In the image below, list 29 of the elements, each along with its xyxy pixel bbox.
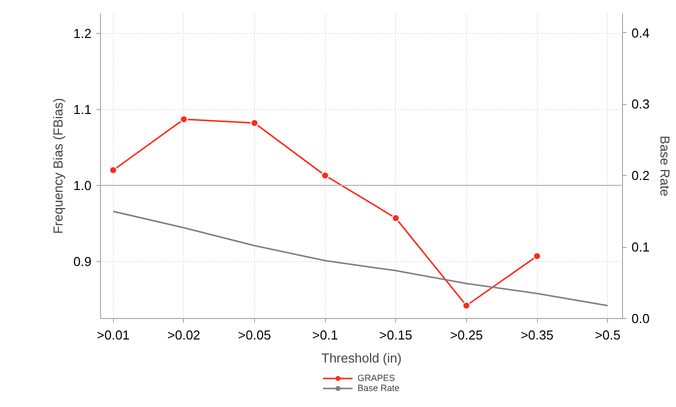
- x-tick-label: >0.35: [520, 328, 554, 342]
- y2-axis-title: Base Rate: [658, 136, 673, 196]
- legend-label: GRAPES: [357, 373, 395, 383]
- y2-tick-label: 0.2: [632, 168, 650, 184]
- x-tick-label: >0.05: [238, 328, 271, 342]
- point: [180, 115, 188, 124]
- point: [462, 302, 470, 310]
- legend-label: Base Rate: [357, 383, 400, 393]
- line-series: [112, 210, 608, 306]
- y-tick-label: 1.1: [73, 102, 92, 117]
- point: [109, 166, 118, 174]
- x-tick-label: >0.25: [450, 328, 483, 342]
- point: [392, 214, 400, 222]
- x-tick-label: >0.5: [594, 328, 621, 342]
- x-axis-title: Threshold (in): [321, 350, 402, 366]
- point: [321, 172, 330, 180]
- y2-tick-label: 0.0: [632, 311, 650, 326]
- x-tick-label: >0.01: [96, 328, 130, 342]
- y2-tick-label: 0.1: [632, 240, 650, 255]
- y2-tick-label: 0.4: [632, 25, 650, 40]
- y-axis-title: Frequency Bias (FBias): [50, 98, 66, 234]
- y-tick-label: 1.2: [73, 26, 92, 41]
- point: [250, 119, 258, 128]
- x-tick-label: >0.1: [312, 328, 338, 342]
- y-tick-label: 1.0: [73, 178, 92, 193]
- y2-tick-label: 0.3: [632, 96, 650, 112]
- x-tick-label: >0.02: [167, 328, 200, 342]
- x-tick-label: >0.15: [379, 328, 412, 342]
- y-tick-label: 0.9: [73, 254, 92, 269]
